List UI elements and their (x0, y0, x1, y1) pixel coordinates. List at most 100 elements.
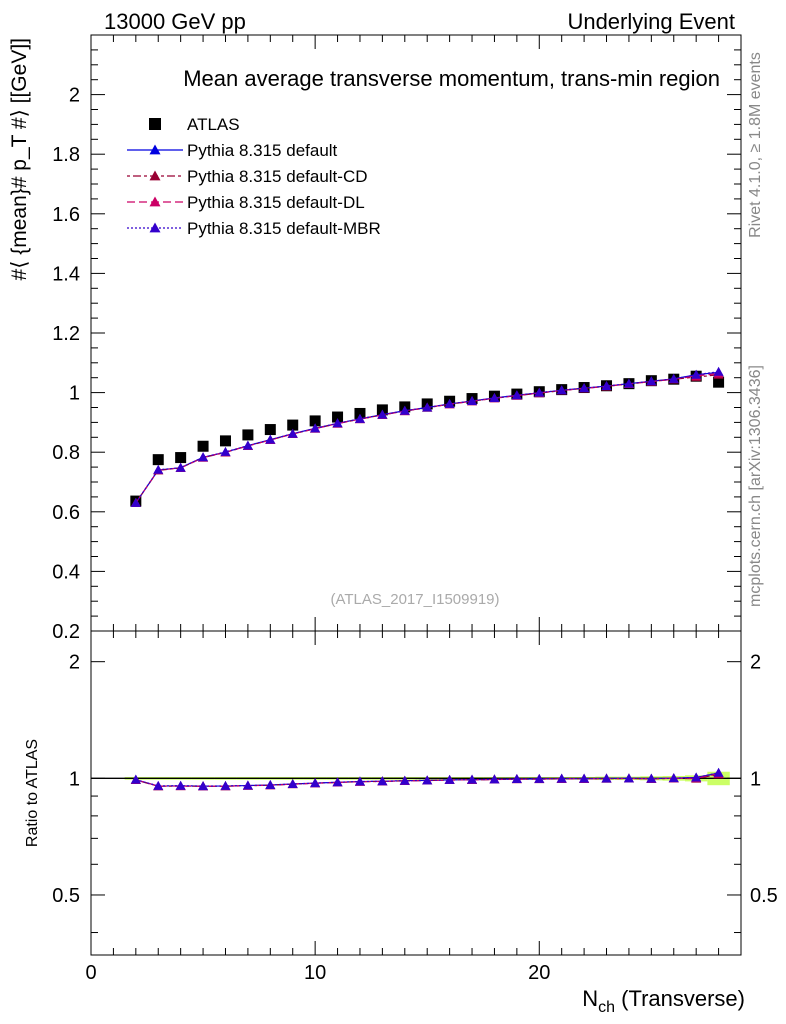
ratio-point (287, 778, 298, 788)
ratio-point (242, 780, 253, 790)
mc-point (399, 405, 410, 415)
ratio-point (310, 778, 321, 788)
mc-point (422, 402, 433, 412)
mcplots-label: mcplots.cern.ch [arXiv:1306.3436] (747, 365, 764, 607)
mc-point (332, 418, 343, 428)
x-axis-label-sub: ch (598, 999, 615, 1016)
legend: ATLAS Pythia 8.315 default Pythia 8.315 de… (127, 115, 381, 238)
mc-point (534, 387, 545, 397)
ratio-point (646, 773, 657, 783)
mc-point (310, 423, 321, 433)
main-series (130, 366, 725, 507)
ratio-panel: Ratio to ATLAS 0.5 0.5 1 1 2 2 0 10 20 Nch (Tran… (24, 630, 778, 1016)
mc-point (646, 376, 657, 386)
ratio-point (467, 774, 478, 784)
main-panel: Mean average transverse momentum, trans-… (8, 34, 742, 643)
legend-triangle-marker (149, 170, 161, 181)
mc-point (511, 390, 522, 400)
ratio-point (422, 775, 433, 785)
ratio-point (399, 775, 410, 785)
mc-point (489, 392, 500, 402)
mc-point (220, 446, 231, 456)
ratio-point (668, 773, 679, 783)
series-atlas (130, 370, 725, 507)
main-ticks: 0.2 0.4 0.6 0.8 1 1.2 1.4 1.6 1.8 2 (52, 34, 742, 643)
ratio-point (579, 773, 590, 783)
mc-point (601, 381, 612, 391)
legend-label: Pythia 8.315 default-MBR (187, 219, 381, 238)
mc-point (287, 428, 298, 438)
legend-label: ATLAS (187, 115, 240, 134)
legend-triangle-marker (149, 222, 161, 233)
ratio-point (691, 772, 702, 782)
mc-point (130, 497, 141, 507)
mc-point (713, 366, 724, 376)
ratio-point (198, 781, 209, 791)
atlas-point (219, 435, 231, 447)
ratio-ytick-label: 0.5 (52, 885, 80, 907)
series-pythia-8-315-default (130, 367, 724, 507)
ratio-point (601, 773, 612, 783)
mc-point (354, 413, 365, 423)
ratio-ytick-label-right: 1 (750, 768, 761, 790)
mc-point (668, 373, 679, 383)
header-right-label: Underlying Event (567, 9, 735, 34)
main-title: Mean average transverse momentum, trans-… (183, 66, 720, 91)
ratio-ylabel: Ratio to ATLAS (24, 739, 41, 847)
x-axis-label-main: N (582, 986, 598, 1011)
main-ytick-label: 1.4 (52, 263, 80, 285)
legend-label: Pythia 8.315 default-CD (187, 167, 368, 186)
ratio-point (377, 776, 388, 786)
legend-item: Pythia 8.315 default-DL (127, 193, 365, 212)
atlas-point (264, 424, 276, 436)
ratio-point (265, 780, 276, 790)
series-pythia-8-315-default-dl (130, 368, 724, 507)
ratio-ytick-label-right: 0.5 (750, 885, 778, 907)
atlas-point (175, 452, 187, 464)
ratio-ticks: 0.5 0.5 1 1 2 2 (52, 631, 778, 955)
legend-item: Pythia 8.315 default-MBR (127, 219, 381, 238)
atlas-point (287, 419, 299, 431)
mc-point (175, 462, 186, 472)
xtick-label: 0 (85, 962, 96, 984)
ratio-point (556, 773, 567, 783)
ratio-ytick-label-right: 2 (750, 652, 761, 674)
ratio-point (220, 780, 231, 790)
ratio-point (444, 774, 455, 784)
main-ytick-label: 1.8 (52, 144, 80, 166)
rivet-label: Rivet 4.1.0, ≥ 1.8M events (747, 52, 764, 238)
mc-point (579, 383, 590, 393)
atlas-point (332, 411, 344, 423)
ratio-point (511, 774, 522, 784)
mc-point (623, 378, 634, 388)
atlas-point (197, 440, 209, 452)
legend-triangle-marker (149, 144, 161, 155)
legend-item: Pythia 8.315 default (127, 141, 338, 160)
xtick-label: 20 (528, 962, 550, 984)
ratio-point (153, 780, 164, 790)
legend-item: ATLAS (149, 115, 240, 134)
mc-point (265, 434, 276, 444)
x-axis: 0 10 20 Nch (Transverse) (85, 962, 745, 1016)
main-ytick-label: 0.6 (52, 502, 80, 524)
legend-item: Pythia 8.315 default-CD (127, 167, 368, 186)
ratio-point (713, 767, 724, 777)
mc-point (242, 440, 253, 450)
ratio-point (130, 774, 141, 784)
series-pythia-8-315-default-cd (130, 369, 724, 507)
ratio-point (175, 780, 186, 790)
main-ytick-label: 1 (69, 383, 80, 405)
atlas-point (309, 415, 321, 427)
xtick-label: 10 (304, 962, 326, 984)
main-ytick-label: 0.2 (52, 621, 80, 643)
ratio-ytick-label: 1 (69, 768, 80, 790)
mc-point (377, 409, 388, 419)
mc-point (153, 464, 164, 474)
main-ytick-label: 1.2 (52, 323, 80, 345)
main-ytick-label: 0.8 (52, 442, 80, 464)
mc-point (556, 385, 567, 395)
atlas-point (242, 429, 254, 441)
watermark: (ATLAS_2017_I1509919) (330, 591, 499, 608)
main-ytick-label: 0.4 (52, 561, 80, 583)
